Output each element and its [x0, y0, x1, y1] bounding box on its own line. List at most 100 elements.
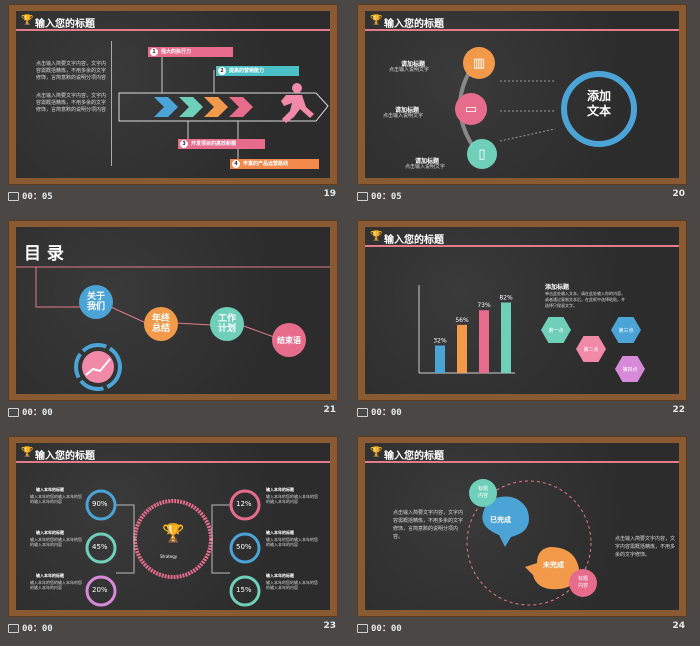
item-sub-2: 点击输入说明文字 [383, 113, 424, 119]
step-tag-4: 4 丰富的产品运营路线 [230, 159, 319, 169]
item-title-right-1: 输入本年的标题 [266, 487, 294, 492]
transition-icon [8, 192, 19, 201]
strategy-label: Strategy [160, 554, 178, 559]
pct-right-1: 12% [236, 500, 252, 508]
chalkboard: 🏆 输入您的标题 点击输入简要文字内容，文字内容需概括精炼，不用多余的文字修饰，… [16, 11, 330, 178]
bar-label-4: 82% [499, 294, 513, 301]
item-text-left-2: 输入本年的您的输入本年的您的输入本年的内容 [30, 537, 82, 547]
toc-item-plan[interactable]: 工作 计划 [210, 307, 244, 341]
slide-20-thumbnail[interactable]: 🏆 输入您的标题 ▥ ▭ ▯ 请加标题 点击输入说明文字 请加标题 点击输入说明… [357, 4, 687, 202]
chalkboard: 🏆 输入您的标题 点击输入简要文字内容，文字内容需概括精炼，不用多余的文字修饰，… [365, 443, 679, 610]
item-title-left-3: 输入本年的标题 [36, 573, 64, 578]
chalkboard: 🏆 输入您的标题 ▥ ▭ ▯ 请加标题 点击输入说明文字 请加标题 点击输入说明… [365, 11, 679, 178]
chalkboard: 🏆 输入您的标题 32% 56% 73% 82% 添加标题 单击此处输入文本，请在此处… [365, 227, 679, 394]
slide-time: 00：05 [371, 192, 402, 202]
item-title-right-3: 输入本年的标题 [266, 573, 294, 578]
runner-icon [281, 83, 314, 123]
bar-3 [479, 310, 489, 373]
slide-footer: 00：00 21 [8, 403, 338, 419]
text-right: 点击输入简要文字内容，文字内容需概括精炼，不用多余的文字修饰。 [615, 536, 676, 558]
bubble-done: 已完成 [490, 516, 511, 524]
chalkboard: 🏆 输入您的标题 🏆 Strategy 90% 45% 20% 12% 50% … [16, 443, 330, 610]
trophy-icon: 🏆 [370, 447, 383, 458]
chart-description: 单击此处输入文本，请在此处输入你的内容，或者通过复制文本后，在此框中选择粘贴，并… [545, 291, 625, 308]
hex-point-4: 第四点 [615, 356, 645, 382]
hex-point-3: 第三点 [611, 317, 641, 343]
slide-title: 输入您的标题 [35, 451, 95, 462]
slide-footer: 00：00 23 [8, 619, 338, 635]
slide-19-thumbnail[interactable]: 🏆 输入您的标题 点击输入简要文字内容，文字内容需概括精炼，不用多余的文字修饰，… [8, 4, 338, 202]
trophy-icon: 🏆 [370, 15, 383, 26]
slide-number: 22 [672, 405, 685, 415]
arrow-graphic [118, 52, 329, 163]
monitor-icon: ▭ [455, 93, 487, 125]
slide-time: 00：00 [371, 408, 402, 418]
slide-time: 00：05 [22, 192, 53, 202]
item-text-right-3: 输入本年的您的输入本年的您的输入本年的内容 [266, 580, 318, 590]
transition-icon [357, 624, 368, 633]
trophy-icon: 🏆 [370, 231, 383, 242]
transition-icon [357, 192, 368, 201]
item-title-left-1: 输入本年的标题 [36, 487, 64, 492]
body-text-2: 点击输入简要文字内容，文字内容需概括精炼，不用多余的文字修饰，言简意赅的说明分项… [36, 93, 107, 113]
slide-23-thumbnail[interactable]: 🏆 输入您的标题 🏆 Strategy 90% 45% 20% 12% 50% … [8, 436, 338, 634]
bar-label-1: 32% [433, 337, 447, 344]
slide-footer: 00：00 22 [357, 403, 687, 419]
toc-item-end[interactable]: 结束语 [272, 323, 306, 357]
bar-2 [457, 324, 467, 373]
bar-label-2: 56% [455, 317, 469, 324]
slide-number: 24 [672, 621, 685, 631]
item-text-left-1: 输入本年的您的输入本年的您的输入本年的内容 [30, 494, 82, 504]
item-text-right-2: 输入本年的您的输入本年的您的输入本年的内容 [266, 537, 318, 547]
item-title-1: 请加标题 [401, 61, 426, 68]
step-tag-3: 3 开发项目的高效新模 [178, 139, 265, 149]
step-tag-2: 2 提高的营销能力 [216, 66, 299, 76]
bubble-undone: 未完成 [543, 561, 564, 569]
toc-item-summary[interactable]: 年终 总结 [144, 307, 178, 341]
bar-4 [501, 302, 511, 373]
slide-time: 00：00 [371, 624, 402, 634]
chalkboard: 目 录 关于 我们 年终 总结 工作 计划 结束语 [16, 227, 330, 394]
tag-title-2: 标题 内容 [577, 576, 588, 589]
trophy-icon: 🏆 [162, 523, 185, 544]
slide-title: 输入您的标题 [384, 451, 444, 462]
center-text: 添加 文本 [586, 89, 611, 118]
toc-lines [16, 266, 330, 391]
slide-number: 20 [672, 189, 685, 199]
chart-icon: ▥ [463, 47, 495, 79]
slide-footer: 00：00 24 [357, 619, 687, 635]
item-title-right-2: 输入本年的标题 [266, 530, 294, 535]
toc-heading: 目 录 [24, 244, 64, 264]
slide-22-thumbnail[interactable]: 🏆 输入您的标题 32% 56% 73% 82% 添加标题 单击此处输入文本，请在此处… [357, 220, 687, 418]
slide-time: 00：00 [22, 624, 53, 634]
bar-chart: 32% 56% 73% 82% [418, 285, 515, 374]
title-rule [16, 461, 330, 463]
trophy-icon: 🏆 [21, 15, 34, 26]
slide-title: 输入您的标题 [384, 235, 444, 246]
tag-title-1: 标题 内容 [477, 486, 488, 499]
title-rule [16, 29, 330, 31]
chart-subtitle: 添加标题 [545, 284, 570, 291]
hex-point-2: 第二点 [576, 336, 606, 362]
title-rule [365, 461, 679, 463]
slide-24-thumbnail[interactable]: 🏆 输入您的标题 点击输入简要文字内容，文字内容需概括精炼，不用多余的文字修饰，… [357, 436, 687, 634]
toc-item-about[interactable]: 关于 我们 [79, 285, 113, 319]
slide-21-thumbnail[interactable]: 目 录 关于 我们 年终 总结 工作 计划 结束语 00：00 21 [8, 220, 338, 418]
text-left: 点击输入简要文字内容，文字内容需概括精炼，不用多余的文字修饰，言简意赅的说明分项… [393, 510, 464, 540]
slide-footer: 00：05 20 [357, 187, 687, 203]
tablet-icon: ▯ [467, 139, 497, 169]
pct-right-2: 50% [236, 543, 252, 551]
item-sub-1: 点击输入说明文字 [389, 67, 430, 73]
item-text-right-1: 输入本年的您的输入本年的您的输入本年的内容 [266, 494, 318, 504]
strategy-graphic [85, 489, 261, 607]
slide-number: 21 [323, 405, 336, 415]
pct-left-1: 90% [92, 500, 108, 508]
bar-label-3: 73% [477, 302, 491, 309]
item-title-2: 请加标题 [395, 107, 420, 114]
body-text-1: 点击输入简要文字内容，文字内容需概括精炼，不用多余的文字修饰，言简意赅的说明分项… [36, 61, 107, 81]
title-rule [365, 245, 679, 247]
item-sub-3: 点击输入说明文字 [405, 164, 446, 170]
slide-title: 输入您的标题 [35, 19, 95, 30]
item-title-3: 请加标题 [415, 158, 440, 165]
slide-footer: 00：05 19 [8, 187, 338, 203]
